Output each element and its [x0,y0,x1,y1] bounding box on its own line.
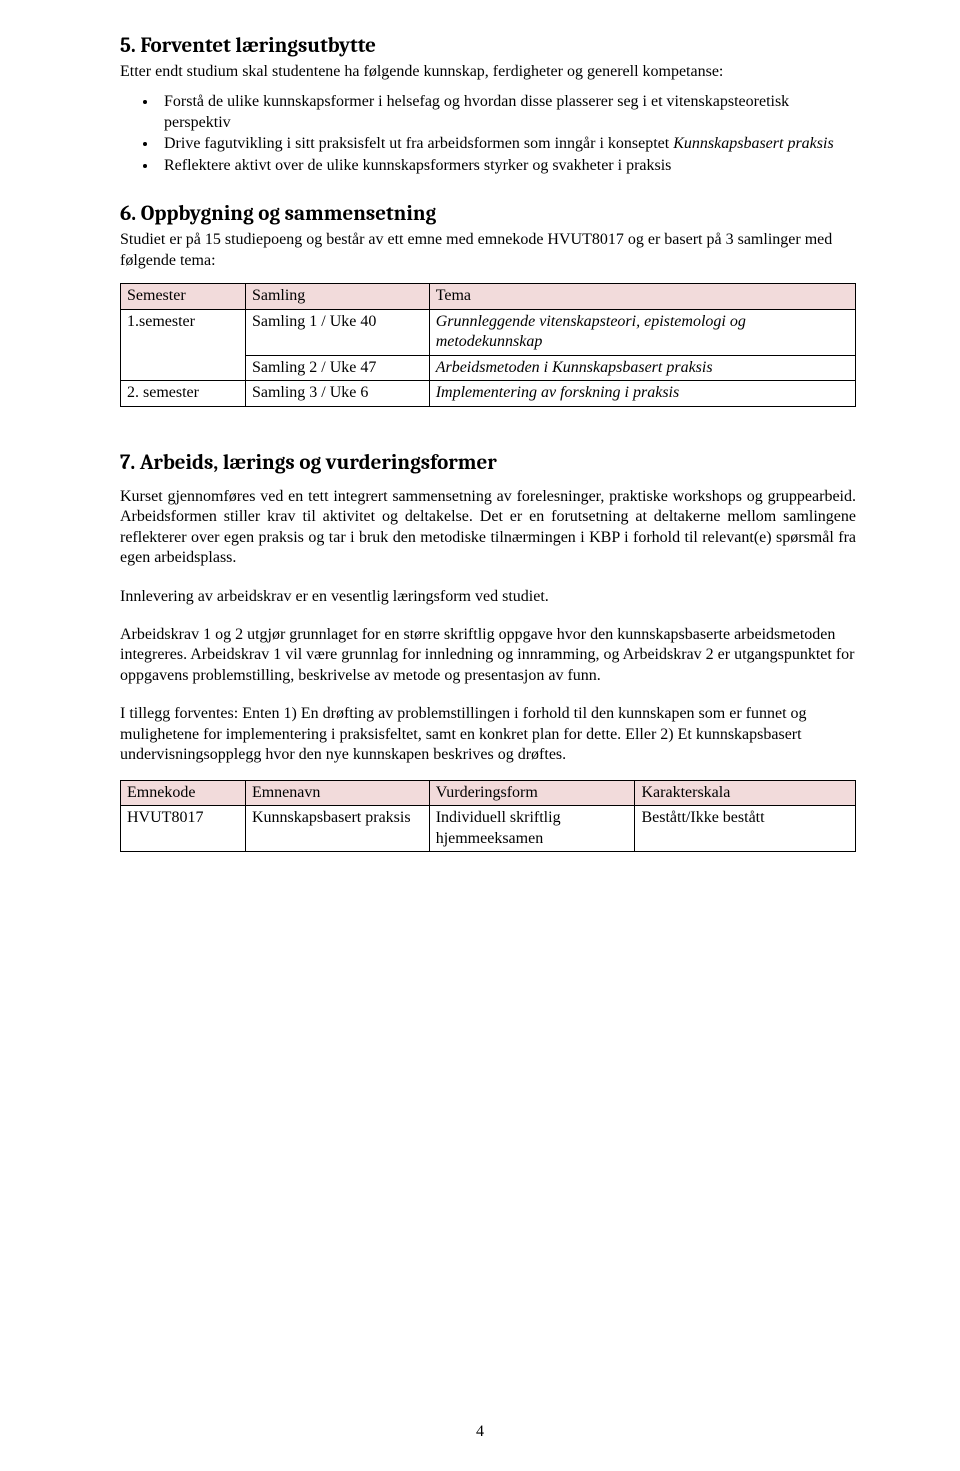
table-cell: Individuell skriftlig hjemmeeksamen [429,806,635,852]
section-6-heading: 6. Oppbygning og sammensetning [120,202,856,226]
spacer [120,696,856,704]
table-cell: Implementering av forskning i praksis [429,381,855,406]
table-cell: Samling 1 / Uke 40 [245,309,429,355]
section-7-paragraph: Arbeidskrav 1 og 2 utgjør grunnlaget for… [120,625,856,686]
table-cell: Kunnskapsbasert praksis [245,806,429,852]
table-header-cell: Samling [245,284,429,309]
table-header-row: Emnekode Emnenavn Vurderingsform Karakte… [121,780,856,805]
table-header-cell: Semester [121,284,246,309]
table-cell: 2. semester [121,381,246,406]
section-5-heading: 5. Forventet læringsutbytte [120,34,856,58]
section-6-table: Semester Samling Tema 1.semester Samling… [120,283,856,406]
list-item: Forstå de ulike kunnskapsformer i helsef… [158,92,856,133]
table-cell: Arbeidsmetoden i Kunnskapsbasert praksis [429,355,855,380]
section-7-table: Emnekode Emnenavn Vurderingsform Karakte… [120,780,856,852]
section-5-intro: Etter endt studium skal studentene ha fø… [120,62,856,82]
table-header-cell: Emnenavn [245,780,429,805]
table-cell: Bestått/Ikke bestått [635,806,856,852]
table-header-cell: Vurderingsform [429,780,635,805]
spacer [120,479,856,487]
table-header-cell: Tema [429,284,855,309]
section-7-paragraph: I tillegg forventes: Enten 1) En drøftin… [120,704,856,765]
bullet-italic: Kunnskapsbasert praksis [673,135,833,152]
table-row: 1.semester Samling 1 / Uke 40 Grunnlegge… [121,309,856,355]
section-5-bullet-list: Forstå de ulike kunnskapsformer i helsef… [120,92,856,176]
table-cell: Samling 2 / Uke 47 [245,355,429,380]
bullet-prefix: Drive fagutvikling i sitt praksisfelt ut… [164,135,673,152]
section-7-heading: 7. Arbeids, lærings og vurderingsformer [120,451,856,475]
spacer [120,579,856,587]
list-item: Drive fagutvikling i sitt praksisfelt ut… [158,134,856,154]
list-item: Reflektere aktivt over de ulike kunnskap… [158,156,856,176]
section-6-intro: Studiet er på 15 studiepoeng og består a… [120,230,856,271]
table-cell: Grunnleggende vitenskapsteori, epistemol… [429,309,855,355]
table-cell: Samling 3 / Uke 6 [245,381,429,406]
table-row: 2. semester Samling 3 / Uke 6 Implemente… [121,381,856,406]
section-7-paragraph: Kurset gjennomføres ved en tett integrer… [120,487,856,569]
table-row: HVUT8017 Kunnskapsbasert praksis Individ… [121,806,856,852]
table-cell: HVUT8017 [121,806,246,852]
table-header-row: Semester Samling Tema [121,284,856,309]
table-cell: 1.semester [121,309,246,380]
spacer [120,617,856,625]
spacer [120,437,856,451]
section-7-paragraph: Innlevering av arbeidskrav er en vesentl… [120,587,856,607]
document-page: 5. Forventet læringsutbytte Etter endt s… [0,0,960,1471]
page-number: 4 [0,1423,960,1441]
table-header-cell: Karakterskala [635,780,856,805]
table-header-cell: Emnekode [121,780,246,805]
